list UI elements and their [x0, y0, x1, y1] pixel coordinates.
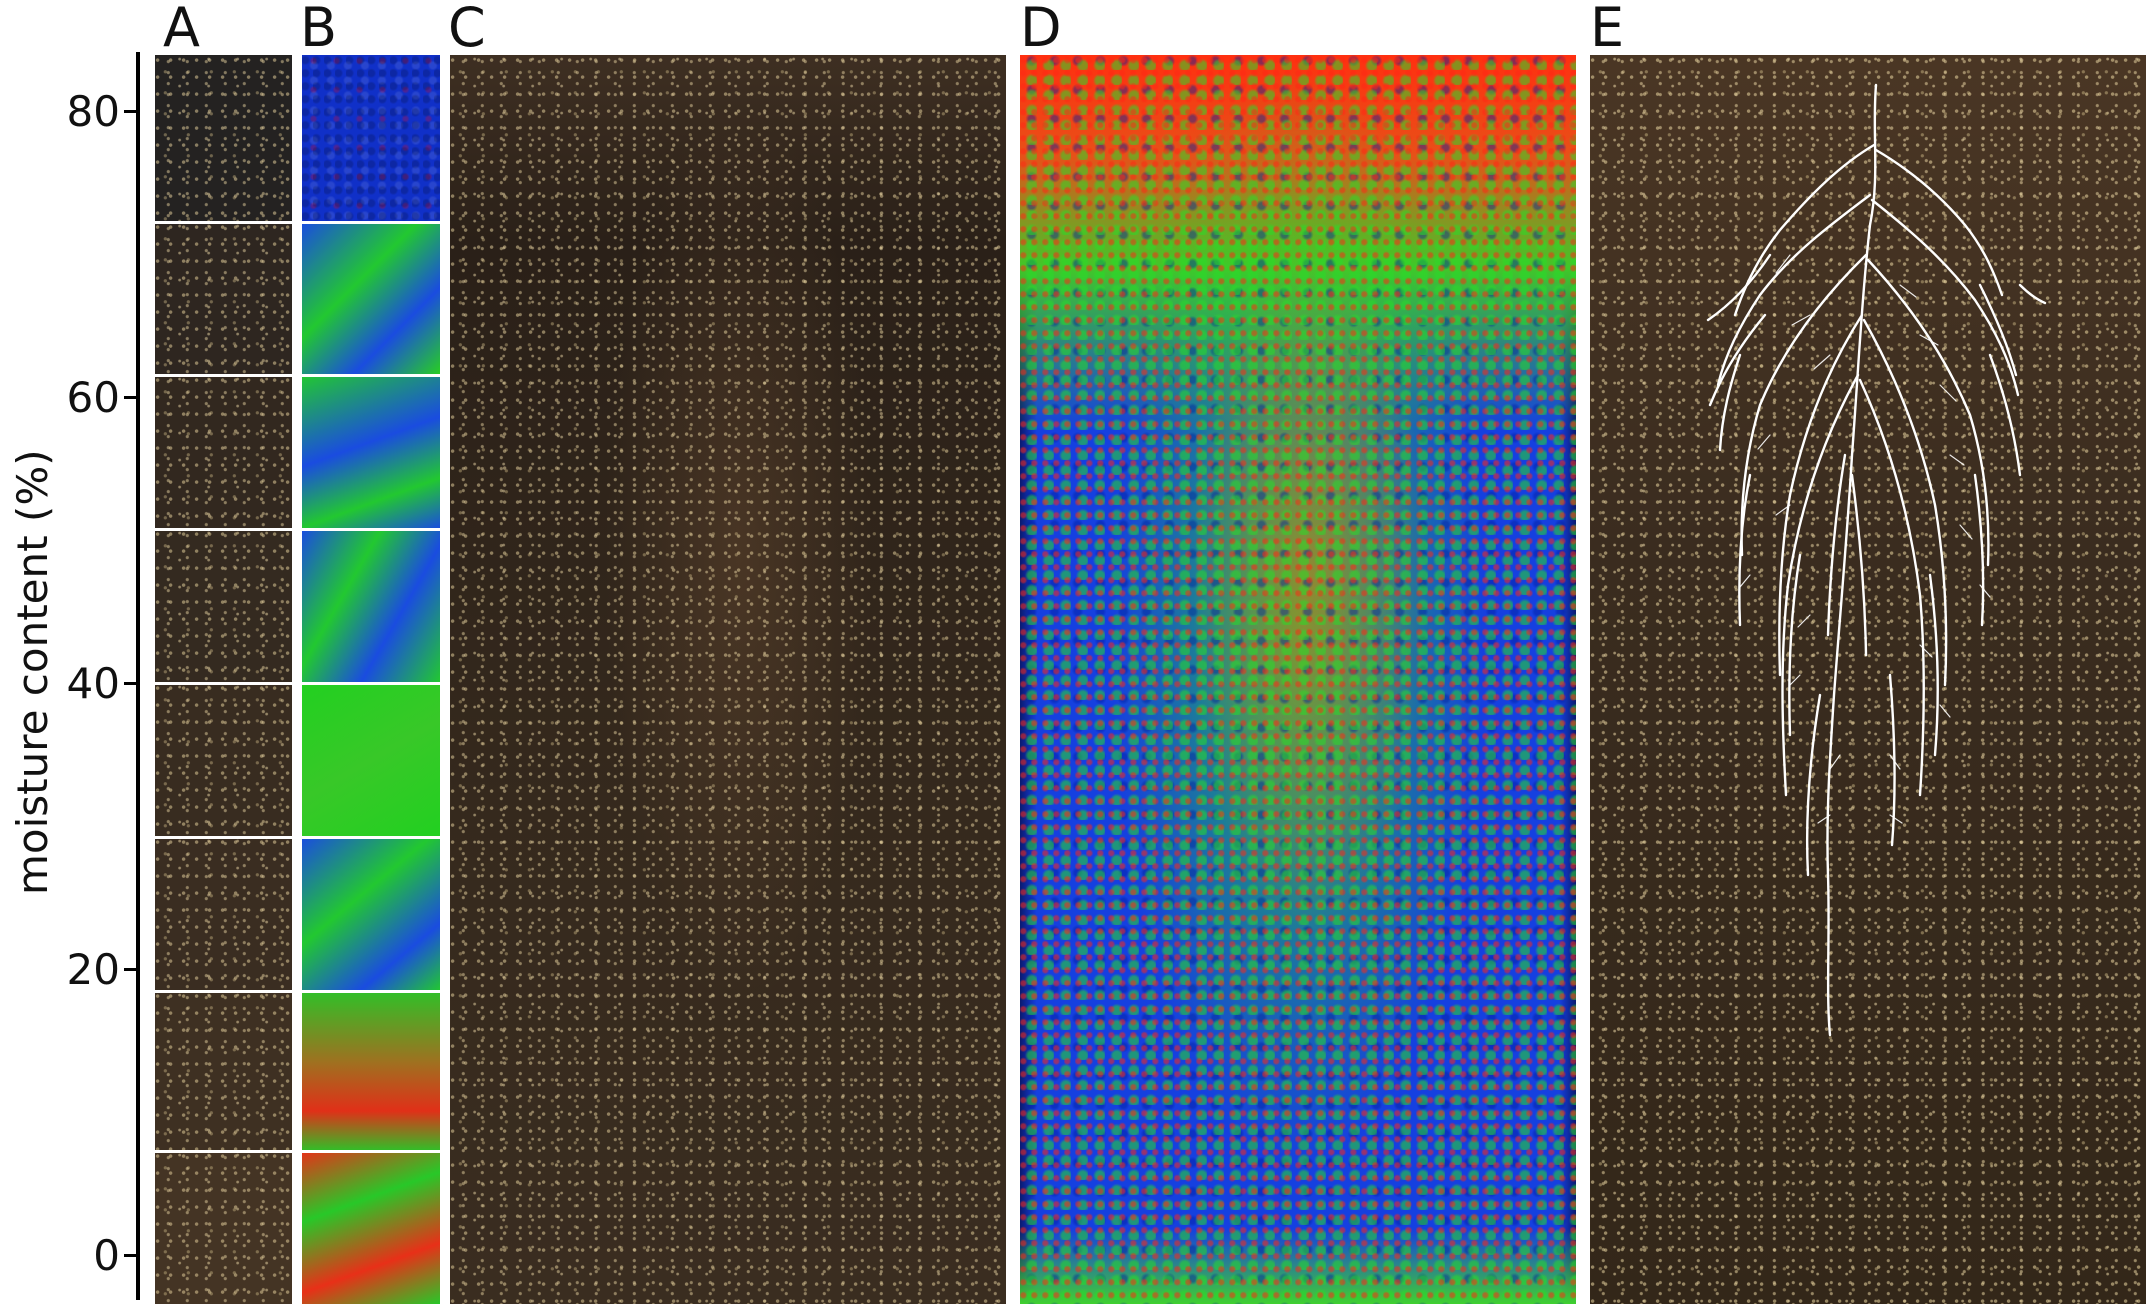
separator [302, 528, 440, 531]
y-tick-80 [124, 110, 138, 113]
panel-a-calibration-soil [155, 55, 292, 1304]
soil-sample [155, 1151, 292, 1304]
soil-sample [155, 683, 292, 837]
moisture-sample [302, 529, 440, 683]
panel-label-c: C [448, 0, 486, 59]
soil-sample [155, 991, 292, 1151]
separator [302, 836, 440, 839]
panel-e-root-overlay [1590, 55, 2146, 1304]
panel-c-soil-photo [450, 55, 1006, 1304]
moisture-sample [302, 222, 440, 375]
y-tick-label-0: 0 [93, 1231, 120, 1280]
y-tick-label-40: 40 [66, 659, 120, 708]
separator [155, 682, 292, 685]
panel-label-b: B [300, 0, 338, 59]
panel-b-calibration-moisture-map [302, 55, 440, 1304]
separator [155, 836, 292, 839]
soil-sample [155, 222, 292, 375]
separator [302, 221, 440, 224]
root-system [1706, 83, 2047, 1037]
separator [155, 990, 292, 993]
y-tick-20 [124, 968, 138, 971]
separator [302, 1150, 440, 1153]
y-tick-60 [124, 396, 138, 399]
y-tick-label-80: 80 [66, 87, 120, 136]
panel-label-e: E [1590, 0, 1625, 59]
moisture-sample [302, 55, 440, 222]
y-tick-40 [124, 682, 138, 685]
separator [155, 1150, 292, 1153]
soil-sample [155, 529, 292, 683]
moisture-sample [302, 991, 440, 1151]
separator [302, 374, 440, 377]
soil-sample [155, 837, 292, 991]
y-tick-0 [124, 1254, 138, 1257]
separator [155, 374, 292, 377]
soil-sample [155, 55, 292, 222]
soil-sample [155, 375, 292, 529]
moisture-sample [302, 837, 440, 991]
y-axis-line [136, 52, 140, 1300]
separator [155, 528, 292, 531]
moisture-sample [302, 375, 440, 529]
separator [302, 990, 440, 993]
panel-label-d: D [1020, 0, 1062, 59]
moisture-sample [302, 1151, 440, 1304]
moisture-sample [302, 683, 440, 837]
y-tick-label-60: 60 [66, 373, 120, 422]
panel-d-moisture-map [1020, 55, 1576, 1304]
panel-label-a: A [163, 0, 200, 59]
separator [302, 682, 440, 685]
y-tick-label-20: 20 [66, 945, 120, 994]
separator [155, 221, 292, 224]
